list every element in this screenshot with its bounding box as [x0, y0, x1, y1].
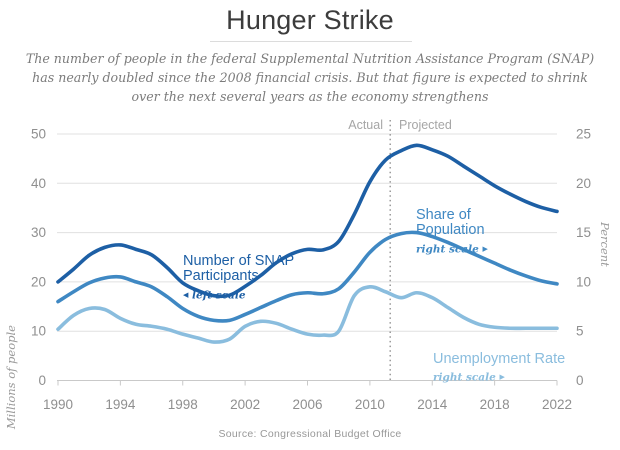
- y-axis-left-tick-label: 10: [31, 324, 46, 339]
- series-line-share-of-population: [56, 230, 559, 323]
- y-axis-right-tick-label: 20: [576, 176, 591, 191]
- y-axis-right-tick-label: 15: [576, 225, 591, 240]
- y-axis-left-tick-label: 40: [31, 176, 46, 191]
- unemployment-annotation-label: Unemployment Rate: [433, 350, 566, 367]
- unemployment-scale-note-text: right scale: [433, 371, 496, 384]
- snap-annotation-label: Number of SNAP Participants: [183, 252, 295, 284]
- y-axis-right-tick-label: 5: [576, 324, 584, 339]
- share-annotation: Share of Population right scale ▶: [416, 192, 488, 273]
- share-annotation-label: Share of Population: [416, 206, 485, 238]
- x-axis-tick-label: 2022: [542, 397, 572, 412]
- y-axis-left-tick-label: 0: [38, 373, 46, 388]
- actual-zone-label: Actual: [348, 118, 383, 132]
- y-axis-right-tick-label: 25: [576, 127, 591, 142]
- x-axis-tick-label: 2018: [480, 397, 510, 412]
- x-axis-tick-label: 2002: [230, 397, 260, 412]
- share-scale-note: right scale ▶: [416, 241, 488, 258]
- y-axis-left-tick-label: 20: [31, 274, 46, 289]
- left-axis-title: Millions of people: [4, 325, 18, 430]
- series-line-unemployment-rate: [56, 284, 559, 344]
- x-axis-tick-label: 2006: [292, 397, 322, 412]
- share-scale-note-text: right scale: [416, 243, 479, 255]
- snap-annotation: Number of SNAP Participants ◀ left scale: [183, 238, 294, 319]
- right-arrow-icon: ▶: [482, 243, 488, 253]
- y-axis-right-tick-label: 10: [576, 274, 591, 289]
- series-lines: [56, 143, 559, 344]
- x-axis-tick-label: 2014: [417, 397, 448, 412]
- unemployment-scale-note: right scale ▶: [433, 369, 565, 386]
- y-axis-right-tick-label: 0: [576, 373, 584, 388]
- x-axis-tick-label: 1994: [105, 397, 136, 412]
- x-axis-tick-label: 2010: [355, 397, 385, 412]
- right-axis-title: Percent: [598, 222, 612, 267]
- series-line-number-of-snap-participants: [56, 143, 559, 299]
- y-axis-left-tick-label: 30: [31, 225, 46, 240]
- page-title: Hunger Strike: [226, 5, 394, 35]
- right-arrow-icon: ▶: [499, 372, 505, 381]
- y-axis-left-tick-label: 50: [31, 127, 46, 142]
- source-credit: Source: Congressional Budget Office: [218, 428, 402, 440]
- tick-labels: 0 10 20 30 40 50 0 5 10 15 20 25 1990 1994 1998 2002 200…: [31, 127, 591, 413]
- left-arrow-icon: ◀: [183, 289, 189, 299]
- title-divider: [210, 41, 412, 42]
- chart-subtitle: The number of people in the federal Supp…: [25, 51, 595, 105]
- unemployment-annotation: Unemployment Rate right scale ▶: [433, 336, 565, 402]
- x-axis-tick-label: 1998: [168, 397, 198, 412]
- x-axis: [57, 380, 558, 386]
- snap-scale-note-text: left scale: [192, 289, 246, 301]
- projected-zone-label: Projected: [399, 118, 452, 132]
- x-axis-tick-label: 1990: [43, 397, 73, 412]
- snap-scale-note: ◀ left scale: [183, 287, 294, 304]
